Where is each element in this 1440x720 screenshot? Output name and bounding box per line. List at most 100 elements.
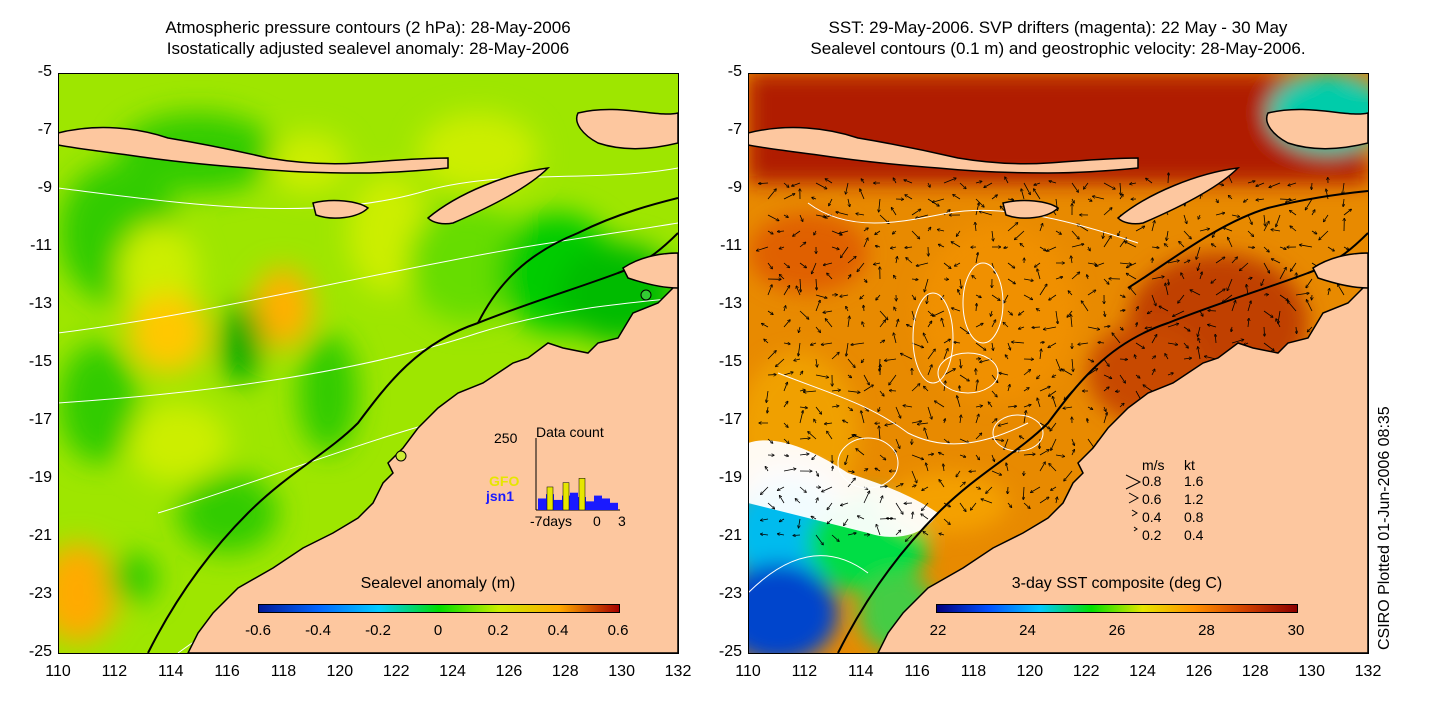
- velocity-arrow: [1248, 319, 1249, 328]
- velocity-arrow: [1288, 182, 1297, 185]
- velocity-arrow: [895, 484, 903, 488]
- velocity-arrow: [1208, 325, 1217, 328]
- velocity-arrow: [1125, 242, 1137, 248]
- velocity-arrow: [846, 307, 849, 312]
- velocity-arrow: [767, 502, 774, 509]
- sealevel-anomaly-map[interactable]: Data count 250 GFO jsn1 -7days 0 3 Seale…: [58, 73, 678, 653]
- velocity-arrow: [1311, 182, 1312, 189]
- velocity-arrow: [879, 496, 882, 504]
- velocity-arrow: [991, 390, 997, 397]
- velocity-arrow: [991, 419, 997, 424]
- velocity-arrow: [975, 454, 979, 460]
- velocity-arrow: [1159, 306, 1169, 312]
- velocity-arrow: [975, 380, 978, 392]
- lon-tick-label: 116: [214, 663, 240, 680]
- velocity-arrow: [893, 178, 897, 184]
- velocity-arrow: [827, 273, 833, 280]
- velocity-arrow: [812, 198, 817, 199]
- velocity-arrow: [1023, 294, 1032, 299]
- csiro-plot-stamp: CSIRO Plotted 01-Jun-2006 08:35: [1376, 406, 1393, 650]
- data-count-title: Data count: [536, 424, 604, 440]
- velocity-arrow: [795, 499, 801, 504]
- jsn1-count-bar: [586, 501, 594, 510]
- velocity-arrow: [959, 386, 960, 392]
- velocity-arrow: [783, 402, 788, 408]
- jsn1-count-bar: [570, 492, 578, 510]
- velocity-arrow: [943, 339, 950, 344]
- velocity-legend-arrows: [1125, 474, 1142, 532]
- velocity-arrow: [1263, 310, 1273, 317]
- lon-tick-label: 116: [904, 663, 930, 680]
- lat-tick-label: -13: [718, 295, 742, 312]
- velocity-arrow: [1004, 294, 1009, 303]
- drifter-marker-2: [395, 450, 407, 462]
- velocity-arrow: [784, 306, 786, 312]
- velocity-arrow: [1035, 262, 1041, 267]
- velocity-arrow: [1004, 247, 1009, 248]
- velocity-arrow: [1087, 369, 1097, 376]
- velocity-arrow: [761, 486, 769, 494]
- velocity-arrow: [1037, 309, 1041, 311]
- sst-map[interactable]: m/s kt 0.8 1.6 0.6 1.2 0.4 0.8 0.2 0.4 3-day SS…: [748, 73, 1368, 653]
- velocity-arrow: [1049, 294, 1057, 300]
- velocity-arrow: [1103, 182, 1115, 189]
- velocity-arrow: [783, 372, 793, 376]
- velocity-arrow: [1136, 323, 1137, 328]
- left-title: Atmospheric pressure contours (2 hPa): 2…: [58, 17, 678, 59]
- velocity-arrow: [783, 383, 787, 392]
- velocity-arrow: [1120, 182, 1121, 195]
- velocity-arrow: [943, 369, 955, 376]
- velocity-arrow: [822, 486, 833, 492]
- velocity-arrow: [1135, 342, 1144, 348]
- velocity-arrow: [1015, 230, 1025, 239]
- velocity-arrow: [1288, 301, 1297, 312]
- velocity-arrow: [911, 470, 917, 482]
- velocity-arrow: [778, 231, 785, 232]
- velocity-arrow: [831, 246, 839, 249]
- velocity-arrow: [1071, 438, 1074, 445]
- velocity-arrow: [1118, 230, 1121, 236]
- velocity-arrow: [1199, 310, 1203, 316]
- velocity-arrow: [1247, 230, 1253, 236]
- velocity-arrow: [1198, 347, 1201, 360]
- velocity-arrow: [840, 295, 849, 297]
- velocity-arrow: [1338, 284, 1345, 296]
- velocity-arrow: [1039, 342, 1044, 343]
- velocity-arrow: [767, 262, 772, 269]
- velocity-arrow: [1279, 246, 1286, 249]
- velocity-arrow: [1051, 438, 1057, 450]
- velocity-arrow: [912, 512, 913, 520]
- colorbar-tick-label: 0.2: [487, 622, 509, 639]
- velocity-legend-kt: 1.6: [1184, 473, 1204, 489]
- velocity-arrow: [1119, 359, 1127, 360]
- lat-tick-label: -5: [37, 63, 52, 80]
- velocity-arrow: [991, 294, 1000, 300]
- velocity-arrow: [1223, 228, 1233, 232]
- velocity-arrow: [1263, 262, 1269, 273]
- velocity-arrow: [1227, 278, 1233, 290]
- velocity-arrow: [1068, 291, 1073, 296]
- lat-tick-label: -17: [718, 411, 742, 428]
- lon-tick-label: 124: [1129, 663, 1156, 680]
- lat-tick-label: -23: [718, 585, 742, 602]
- velocity-arrow: [848, 198, 850, 206]
- velocity-arrow: [1103, 358, 1109, 366]
- sst-shelf-contour-2: [1127, 190, 1368, 289]
- velocity-arrow: [1007, 406, 1016, 407]
- velocity-arrow: [1256, 182, 1265, 186]
- velocity-arrow: [944, 419, 945, 424]
- velocity-arrow: [892, 208, 897, 216]
- velocity-arrow: [921, 514, 929, 520]
- gfo-count-bar: [578, 478, 586, 511]
- lat-tick-label: -9: [37, 179, 52, 196]
- velocity-arrow: [863, 374, 869, 385]
- velocity-arrow: [783, 438, 789, 443]
- drifter-marker: [640, 289, 652, 301]
- velocity-arrow: [1104, 310, 1105, 316]
- velocity-arrow: [1130, 183, 1137, 184]
- velocity-arrow: [1311, 210, 1315, 216]
- velocity-arrow: [815, 406, 821, 414]
- lat-tick-label: -19: [718, 469, 742, 486]
- velocity-arrow: [933, 198, 945, 202]
- left-colorbar: [258, 604, 620, 613]
